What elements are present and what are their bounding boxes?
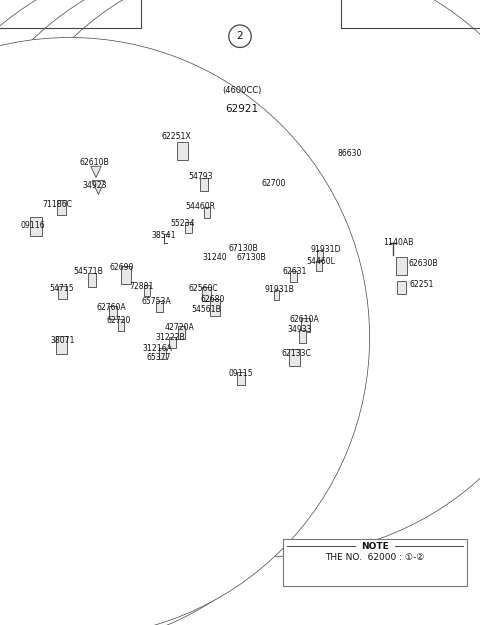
Bar [396,258,407,275]
Circle shape [0,0,480,534]
Bar [58,286,67,299]
Text: 67130B: 67130B [237,253,266,262]
Polygon shape [91,166,101,177]
Text: 09116: 09116 [20,221,45,229]
Text: 54715: 54715 [49,284,74,293]
Text: 62760A: 62760A [96,303,126,312]
Text: 2: 2 [237,31,243,41]
Bar [30,217,42,236]
Circle shape [0,38,370,625]
Text: 67130B: 67130B [229,244,259,252]
Bar [274,290,279,299]
Bar [289,349,300,366]
Bar [316,261,322,271]
Bar [202,287,211,301]
Text: 62700: 62700 [262,179,286,187]
Circle shape [0,0,480,556]
Circle shape [0,0,480,534]
Text: 62610A: 62610A [289,316,319,324]
Text: 42720A: 42720A [165,323,194,332]
Text: 34933: 34933 [287,326,312,334]
Text: 54793: 54793 [188,172,213,181]
Text: NOTE: NOTE [361,542,389,551]
Text: 86630: 86630 [337,149,361,158]
Bar [397,281,406,294]
Circle shape [0,0,470,568]
Bar [169,337,176,348]
Bar [204,207,210,218]
Bar [121,266,131,284]
Text: 65753A: 65753A [142,297,171,306]
Bar [144,285,150,296]
Bar [178,326,185,339]
Text: 54561B: 54561B [192,306,221,314]
Bar [301,318,310,332]
Bar [13,55,467,525]
Text: 62610B: 62610B [79,158,109,167]
Bar [185,222,192,233]
Text: 91931D: 91931D [310,246,341,254]
Circle shape [0,0,480,556]
Circle shape [0,0,480,534]
Text: 62921: 62921 [225,104,258,114]
Bar [299,330,306,342]
Text: 31222B: 31222B [155,333,185,342]
Text: 31216A: 31216A [143,344,172,353]
Bar [57,200,66,215]
Circle shape [229,25,251,48]
Text: 38541: 38541 [152,231,177,240]
Text: 62720: 62720 [107,316,131,325]
Text: 38071: 38071 [50,336,75,345]
Bar [290,271,297,282]
Bar [118,319,124,331]
Bar [56,336,67,354]
Circle shape [0,0,480,534]
Bar [200,177,208,191]
Text: 54460L: 54460L [306,257,335,266]
Circle shape [0,0,393,568]
Bar [109,306,117,319]
Circle shape [0,0,480,556]
Circle shape [0,0,480,519]
Bar [196,81,287,142]
Circle shape [0,49,350,625]
Polygon shape [92,181,105,194]
Circle shape [0,0,412,568]
Text: 91931B: 91931B [264,286,294,294]
Text: (4600CC): (4600CC) [222,86,261,94]
Bar [177,142,188,160]
Bar [210,299,220,316]
Text: 54460R: 54460R [186,202,216,211]
Bar [159,348,166,359]
Text: 54571B: 54571B [73,268,103,276]
Text: 62690: 62690 [110,263,134,272]
Text: 62680: 62680 [201,296,225,304]
Text: 62630B: 62630B [409,259,439,268]
Text: 62631: 62631 [282,268,307,276]
Circle shape [0,0,454,556]
Bar [283,539,467,586]
Bar [237,372,245,385]
Text: 65377: 65377 [146,353,170,362]
Text: 09115: 09115 [228,369,253,378]
Text: 62251X: 62251X [162,132,192,141]
Text: 72881: 72881 [130,282,155,291]
Bar [88,273,96,287]
Text: 34923: 34923 [83,181,108,190]
Circle shape [0,0,480,519]
Circle shape [24,0,480,519]
Text: 62560C: 62560C [189,284,218,293]
Text: 55234: 55234 [170,219,195,228]
Text: 1140AB: 1140AB [383,238,414,247]
Bar [317,250,323,260]
Bar [156,301,163,312]
Text: 62133C: 62133C [282,349,312,358]
Text: THE NO.  62000 : ①-②: THE NO. 62000 : ①-② [325,553,425,562]
Circle shape [0,0,446,568]
Text: 31240: 31240 [203,253,228,262]
Text: 62251: 62251 [410,280,434,289]
